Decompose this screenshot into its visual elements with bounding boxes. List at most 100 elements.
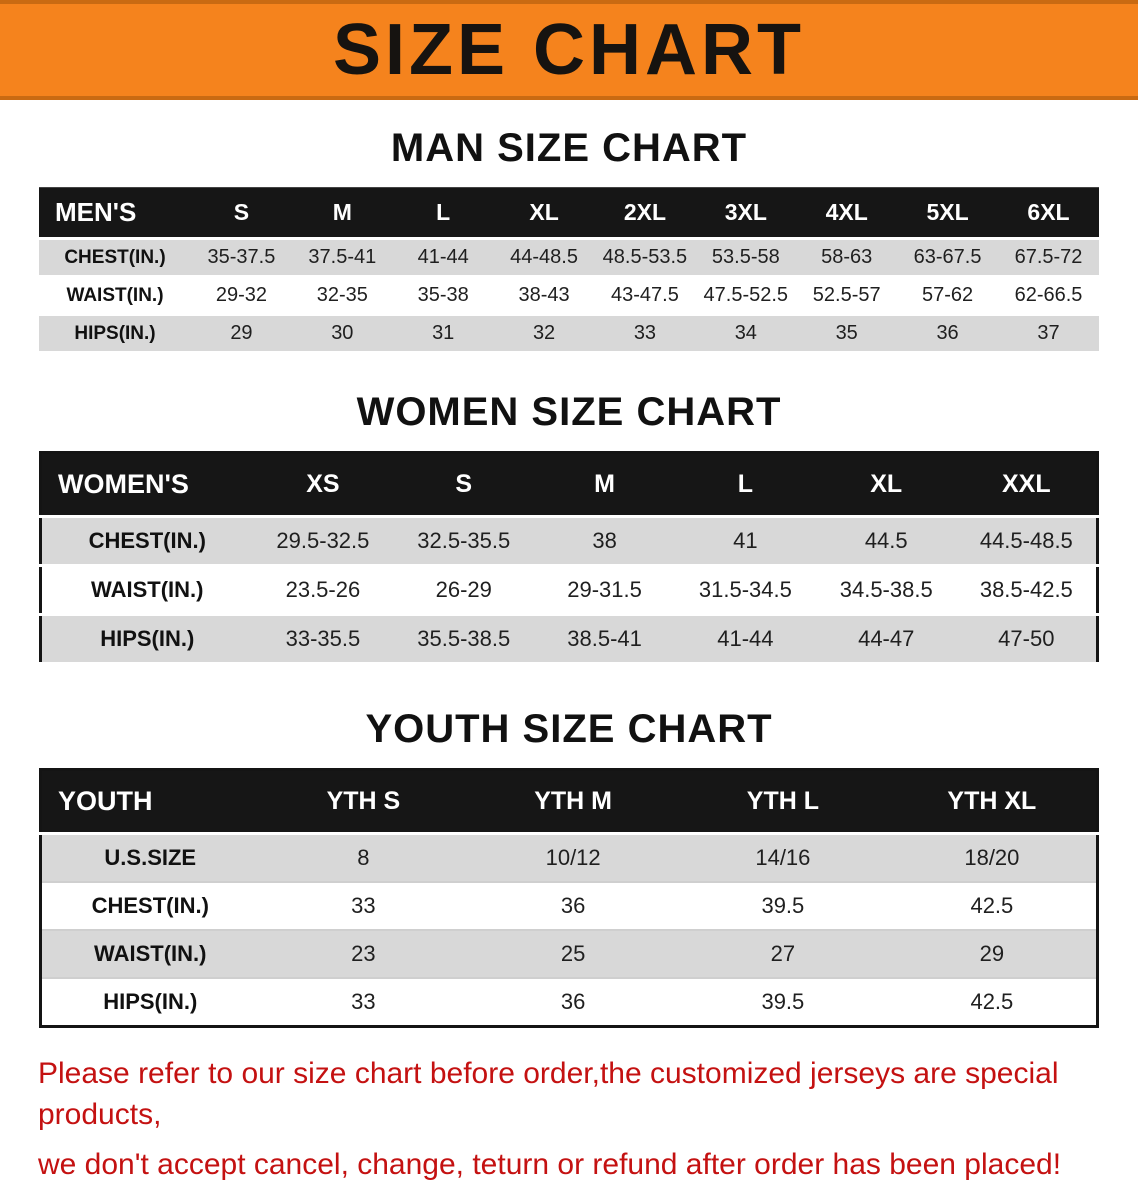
measurement-value: 38 — [534, 516, 675, 567]
measurement-row: HIPS(IN.) 33 36 39.5 42.5 — [40, 978, 1098, 1027]
measurement-value: 37.5-41 — [291, 238, 393, 278]
measurement-value: 29-32 — [191, 276, 292, 316]
size-column-header: 3XL — [695, 187, 797, 240]
measurement-label: WAIST(IN.) — [40, 565, 253, 616]
measurement-row: U.S.SIZE 8 10/12 14/16 18/20 — [40, 833, 1098, 883]
measurement-value: 47-50 — [956, 614, 1098, 665]
size-column-header: XL — [815, 452, 957, 518]
size-column-header: 5XL — [897, 187, 998, 240]
measurement-value: 23 — [258, 930, 469, 979]
measurement-value: 48.5-53.5 — [594, 238, 696, 278]
measurement-value: 67.5-72 — [998, 238, 1099, 278]
measurement-value: 58-63 — [796, 238, 898, 278]
measurement-value: 32 — [493, 314, 595, 354]
measurement-value: 44-47 — [815, 614, 957, 665]
measurement-value: 42.5 — [887, 978, 1098, 1027]
measurement-value: 35-38 — [392, 276, 494, 316]
table-header-row: WOMEN'S XS S M L XL XXL — [40, 452, 1098, 518]
measurement-value: 29 — [887, 930, 1098, 979]
table-header-row: MEN'S S M L XL 2XL 3XL 4XL 5XL 6XL — [39, 187, 1099, 240]
measurement-value: 41-44 — [392, 238, 494, 278]
measurement-value: 41-44 — [674, 614, 816, 665]
measurement-value: 35 — [796, 314, 898, 354]
measurement-value: 33-35.5 — [252, 614, 394, 665]
size-column-header: XXL — [956, 452, 1098, 518]
size-column-header: YTH L — [678, 769, 888, 835]
measurement-value: 32-35 — [291, 276, 393, 316]
measurement-value: 38.5-42.5 — [956, 565, 1098, 616]
measurement-row: WAIST(IN.) 23.5-26 26-29 29-31.5 31.5-34.5 34… — [40, 565, 1098, 616]
men-size-section: MAN SIZE CHART MEN'S S M L XL 2XL 3XL 4XL 5XL 6XL… — [0, 126, 1138, 354]
measurement-value: 39.5 — [678, 978, 888, 1027]
youth-section-heading: YOUTH SIZE CHART — [365, 707, 773, 751]
measurement-value: 44.5 — [815, 516, 957, 567]
measurement-label: WAIST(IN.) — [40, 930, 259, 979]
measurement-value: 10/12 — [468, 833, 678, 883]
measurement-value: 29.5-32.5 — [252, 516, 394, 567]
measurement-value: 44-48.5 — [493, 238, 595, 278]
measurement-value: 35-37.5 — [191, 238, 292, 278]
measurement-value: 30 — [291, 314, 393, 354]
measurement-label: CHEST(IN.) — [39, 238, 191, 278]
table-group-label: MEN'S — [39, 187, 191, 240]
measurement-value: 25 — [468, 930, 678, 979]
measurement-value: 34 — [695, 314, 797, 354]
size-column-header: 6XL — [998, 187, 1099, 240]
measurement-value: 44.5-48.5 — [956, 516, 1098, 567]
footer-notice: Please refer to our size chart before or… — [38, 1054, 1100, 1186]
measurement-value: 37 — [998, 314, 1099, 354]
women-section-heading: WOMEN SIZE CHART — [356, 390, 782, 434]
table-group-label: WOMEN'S — [40, 452, 253, 518]
notice-line-1: Please refer to our size chart before or… — [38, 1057, 1059, 1131]
measurement-value: 47.5-52.5 — [695, 276, 797, 316]
banner-title: SIZE CHART — [333, 10, 805, 90]
size-column-header: XL — [493, 187, 595, 240]
measurement-value: 43-47.5 — [594, 276, 696, 316]
measurement-value: 26-29 — [393, 565, 535, 616]
size-column-header: S — [191, 187, 292, 240]
measurement-value: 42.5 — [887, 882, 1098, 931]
measurement-value: 39.5 — [678, 882, 888, 931]
table-header-row: YOUTH YTH S YTH M YTH L YTH XL — [40, 769, 1098, 835]
measurement-value: 33 — [258, 978, 469, 1027]
measurement-value: 36 — [468, 978, 678, 1027]
size-column-header: S — [393, 452, 535, 518]
measurement-row: HIPS(IN.) 29 30 31 32 33 34 35 36 37 — [39, 314, 1099, 354]
measurement-row: CHEST(IN.) 29.5-32.5 32.5-35.5 38 41 44.5 44.5… — [40, 516, 1098, 567]
size-column-header: YTH S — [258, 769, 469, 835]
measurement-value: 52.5-57 — [796, 276, 898, 316]
measurement-value: 62-66.5 — [998, 276, 1099, 316]
measurement-value: 34.5-38.5 — [815, 565, 957, 616]
measurement-label: U.S.SIZE — [40, 833, 259, 883]
measurement-label: CHEST(IN.) — [40, 882, 259, 931]
measurement-value: 8 — [258, 833, 469, 883]
measurement-value: 38-43 — [493, 276, 595, 316]
measurement-row: CHEST(IN.) 35-37.5 37.5-41 41-44 44-48.5 48.5… — [39, 238, 1099, 278]
women-size-table: WOMEN'S XS S M L XL XXL CHEST(IN.) 29.5-32.5 32.5… — [39, 451, 1099, 665]
men-size-table: MEN'S S M L XL 2XL 3XL 4XL 5XL 6XL CHEST(IN.) 35-37… — [39, 187, 1099, 354]
measurement-value: 36 — [468, 882, 678, 931]
measurement-label: HIPS(IN.) — [40, 614, 253, 665]
measurement-value: 63-67.5 — [897, 238, 998, 278]
notice-line-2: we don't accept cancel, change, teturn o… — [38, 1148, 1062, 1181]
size-column-header: YTH M — [468, 769, 678, 835]
men-section-heading: MAN SIZE CHART — [390, 126, 748, 170]
measurement-value: 31.5-34.5 — [674, 565, 816, 616]
measurement-value: 38.5-41 — [534, 614, 675, 665]
table-group-label: YOUTH — [40, 769, 259, 835]
measurement-value: 31 — [392, 314, 494, 354]
measurement-value: 53.5-58 — [695, 238, 797, 278]
size-column-header: L — [674, 452, 816, 518]
measurement-label: HIPS(IN.) — [40, 978, 259, 1027]
measurement-value: 23.5-26 — [252, 565, 394, 616]
size-column-header: XS — [252, 452, 394, 518]
measurement-value: 33 — [594, 314, 696, 354]
size-column-header: 2XL — [594, 187, 696, 240]
size-column-header: 4XL — [796, 187, 898, 240]
measurement-row: CHEST(IN.) 33 36 39.5 42.5 — [40, 882, 1098, 931]
measurement-value: 35.5-38.5 — [393, 614, 535, 665]
measurement-row: WAIST(IN.) 23 25 27 29 — [40, 930, 1098, 979]
measurement-row: WAIST(IN.) 29-32 32-35 35-38 38-43 43-47.5 47.… — [39, 276, 1099, 316]
measurement-label: HIPS(IN.) — [39, 314, 191, 354]
